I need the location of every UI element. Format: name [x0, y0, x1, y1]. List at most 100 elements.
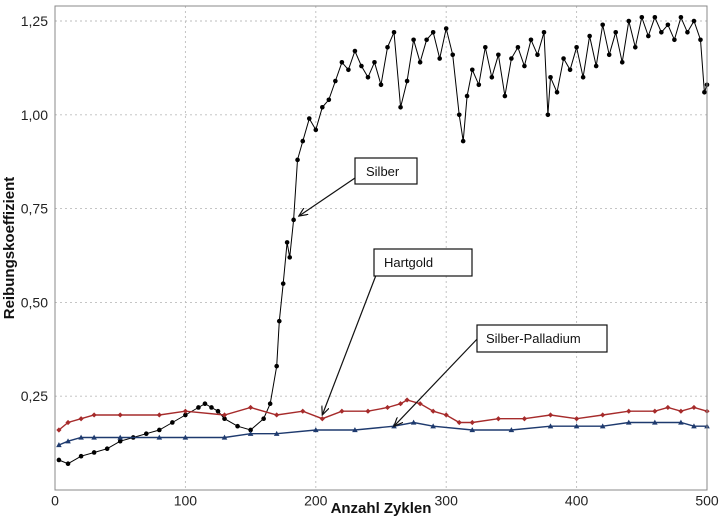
- plot-frame: [54, 5, 708, 491]
- data-point: [599, 423, 606, 429]
- data-point: [678, 419, 684, 425]
- data-point: [117, 434, 123, 440]
- data-point: [65, 419, 71, 426]
- data-point: [313, 427, 319, 433]
- data-point: [652, 14, 658, 20]
- data-point: [430, 408, 436, 414]
- data-point: [483, 44, 488, 50]
- data-point: [554, 89, 560, 95]
- data-point: [274, 412, 280, 418]
- data-point: [541, 29, 547, 35]
- data-point: [411, 37, 416, 43]
- x-tick-label: 400: [565, 492, 589, 508]
- data-point: [652, 419, 658, 425]
- data-point: [56, 457, 62, 463]
- data-point: [464, 93, 470, 99]
- data-point: [280, 281, 286, 286]
- data-point: [691, 423, 697, 429]
- y-tick-label: 0,75: [21, 201, 48, 217]
- data-point: [613, 29, 619, 35]
- data-point: [437, 56, 442, 61]
- data-point: [352, 427, 358, 433]
- hartgold-callout-box: [373, 248, 473, 277]
- data-point: [410, 419, 417, 425]
- data-point: [665, 22, 671, 28]
- data-point: [691, 18, 697, 24]
- data-point: [443, 412, 449, 418]
- data-point: [202, 401, 208, 407]
- data-point: [685, 29, 690, 35]
- data-point: [346, 67, 351, 73]
- data-point: [691, 404, 697, 411]
- data-point: [313, 127, 319, 133]
- data-point: [639, 14, 645, 20]
- data-point: [78, 453, 84, 459]
- data-point: [273, 430, 280, 436]
- data-point: [450, 52, 456, 58]
- data-point: [659, 29, 664, 35]
- data-point: [267, 401, 273, 407]
- x-tick-label: 100: [174, 492, 198, 508]
- data-point: [221, 412, 228, 418]
- data-point: [574, 44, 579, 50]
- data-point: [495, 416, 501, 422]
- data-point: [535, 52, 540, 58]
- data-point: [284, 240, 290, 245]
- data-point: [384, 404, 391, 411]
- data-point: [678, 408, 684, 414]
- data-point: [397, 401, 404, 407]
- data-point: [678, 14, 684, 20]
- data-point: [522, 63, 527, 69]
- data-point: [646, 33, 651, 39]
- data-point: [528, 37, 534, 43]
- data-point: [352, 48, 358, 54]
- data-point: [91, 412, 97, 418]
- y-tick-label: 1,25: [21, 13, 48, 29]
- data-point: [300, 138, 306, 144]
- data-point: [196, 405, 201, 410]
- data-point: [209, 405, 214, 410]
- data-point: [333, 78, 338, 84]
- data-point: [215, 408, 221, 414]
- data-point: [430, 29, 436, 35]
- data-point: [248, 427, 253, 433]
- data-point: [320, 105, 325, 110]
- data-point: [65, 461, 71, 467]
- data-point: [489, 74, 495, 80]
- data-point: [665, 404, 671, 411]
- data-point: [300, 408, 306, 414]
- data-point: [587, 33, 592, 39]
- data-point: [561, 56, 566, 61]
- data-point: [502, 93, 508, 99]
- silber-palladium-callout-arrow: [394, 335, 481, 426]
- x-tick-label: 300: [435, 492, 459, 508]
- data-point: [221, 434, 228, 440]
- data-point: [545, 112, 551, 118]
- data-point: [274, 363, 279, 369]
- data-point: [469, 67, 475, 73]
- data-point: [56, 442, 62, 448]
- data-point: [391, 29, 397, 35]
- data-point: [548, 74, 553, 80]
- x-axis-title: Anzahl Zyklen: [331, 500, 432, 517]
- data-point: [652, 408, 658, 414]
- data-point: [567, 67, 573, 73]
- data-point: [56, 427, 62, 433]
- data-point: [372, 59, 377, 65]
- data-point: [600, 22, 605, 28]
- data-point: [626, 18, 632, 24]
- data-point: [508, 427, 515, 433]
- callouts: Silber Hartgold Silber-Palladium: [299, 157, 608, 426]
- data-point: [404, 78, 410, 84]
- data-point: [78, 416, 84, 422]
- data-point: [91, 450, 97, 455]
- y-tick-label: 0,25: [21, 388, 48, 404]
- data-point: [606, 52, 612, 58]
- data-point: [456, 419, 462, 426]
- data-point: [574, 416, 580, 422]
- data-point: [117, 412, 123, 418]
- data-point: [469, 427, 476, 433]
- y-tick-label: 1,00: [21, 107, 48, 123]
- data-point: [600, 412, 606, 418]
